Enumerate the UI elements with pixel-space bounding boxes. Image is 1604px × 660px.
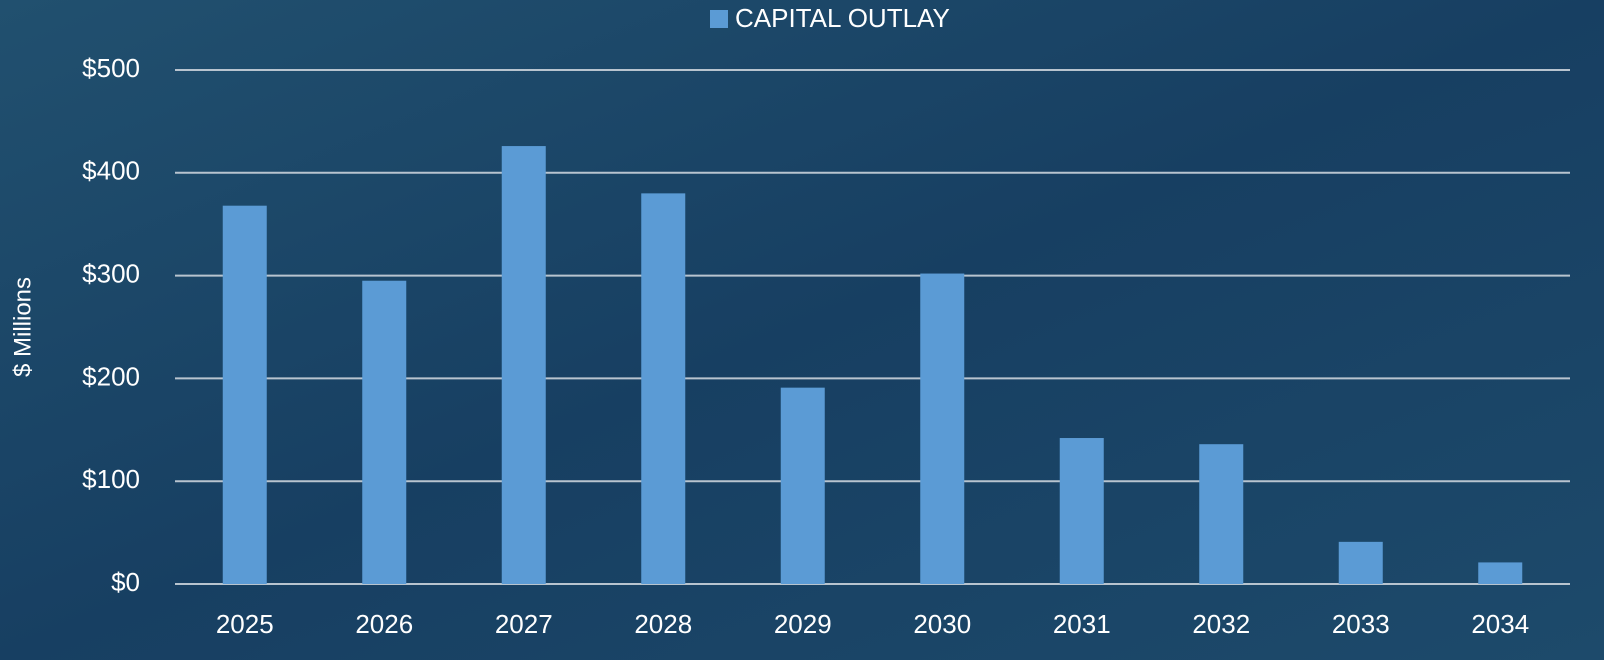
bar [781,388,825,584]
bar [362,281,406,584]
y-tick-label: $200 [82,361,140,391]
y-axis-label: $ Millions [9,277,36,377]
bar [1060,438,1104,584]
x-tick-label: 2032 [1192,609,1250,639]
bar [920,274,964,584]
y-tick-label: $0 [111,567,140,597]
legend-label: CAPITAL OUTLAY [735,3,950,33]
chart: CAPITAL OUTLAY $ Millions $0 $100 $200 $300… [0,0,1604,660]
x-tick-label: 2034 [1471,609,1529,639]
bar [1478,562,1522,584]
x-tick-label: 2031 [1053,609,1111,639]
x-tick-label: 2025 [216,609,274,639]
y-tick-label: $300 [82,258,140,288]
x-tick-label: 2027 [495,609,553,639]
legend-swatch [710,10,728,28]
x-tick-label: 2030 [913,609,971,639]
y-tick-label: $500 [82,53,140,83]
bar [1199,444,1243,584]
bar [223,206,267,584]
y-tick-label: $100 [82,464,140,494]
bar [641,193,685,584]
x-tick-label: 2033 [1332,609,1390,639]
bar [502,146,546,584]
bar [1339,542,1383,584]
x-tick-label: 2028 [634,609,692,639]
y-tick-label: $400 [82,156,140,186]
x-tick-label: 2029 [774,609,832,639]
x-tick-label: 2026 [355,609,413,639]
